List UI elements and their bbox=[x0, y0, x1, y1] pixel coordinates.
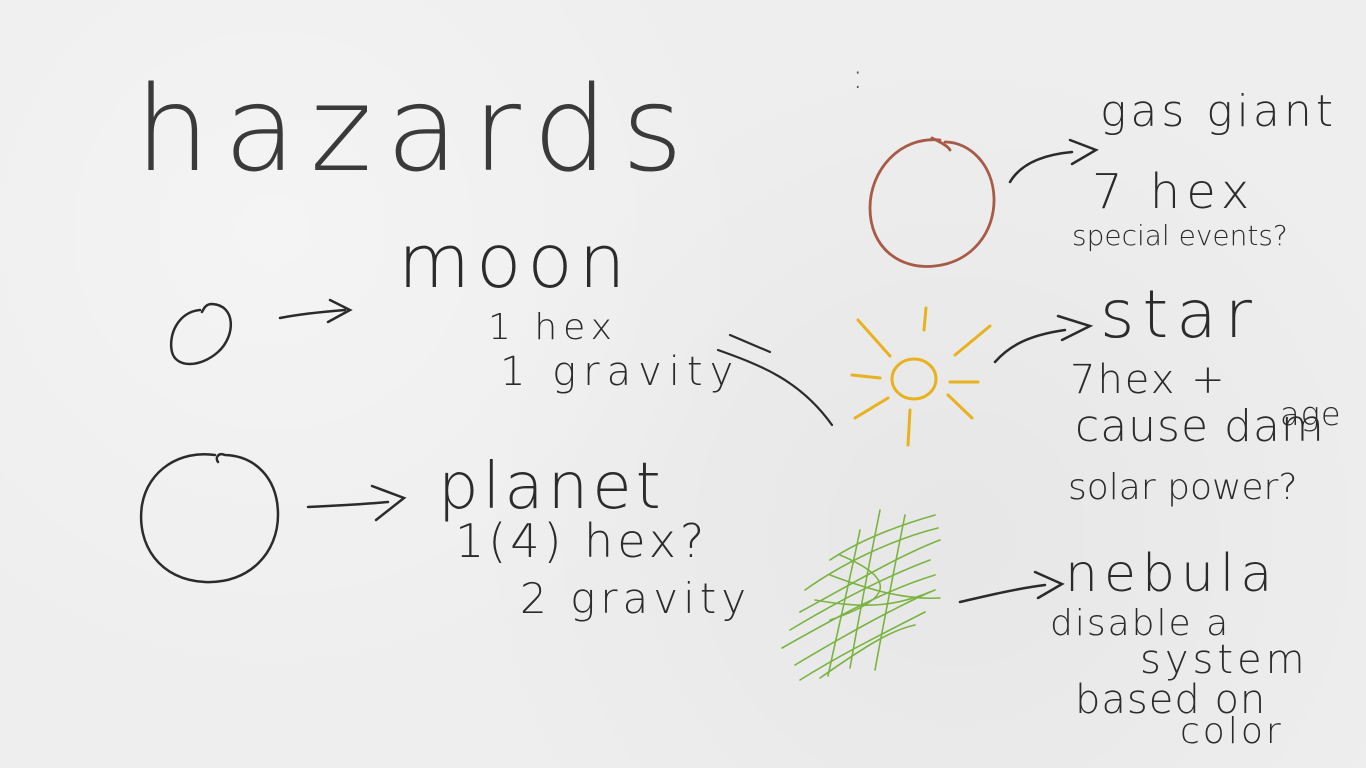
nebula-note-2: system bbox=[1140, 637, 1309, 683]
page-title: hazards bbox=[135, 60, 698, 198]
gas-giant-icon bbox=[868, 136, 996, 268]
planet-label: planet bbox=[438, 450, 665, 524]
moon-gravity: 1 gravity bbox=[500, 349, 741, 395]
arrow-icon bbox=[958, 570, 1065, 604]
star-note-1: cause dam bbox=[1075, 401, 1325, 452]
connector-line bbox=[716, 333, 834, 427]
moon-icon bbox=[169, 302, 233, 366]
arrow-icon bbox=[306, 484, 407, 522]
star-label: star bbox=[1100, 276, 1260, 353]
star-hex: 7hex + bbox=[1070, 357, 1227, 403]
nebula-label: nebula bbox=[1065, 544, 1279, 604]
gas-giant-label: gas giant bbox=[1100, 86, 1338, 137]
nebula-note-1: disable a bbox=[1050, 603, 1231, 644]
moon-hex: 1 hex bbox=[488, 307, 618, 348]
arrow-icon bbox=[1008, 138, 1099, 184]
star-note-1b: age bbox=[1280, 395, 1342, 433]
star-icon bbox=[850, 306, 992, 447]
arrow-icon bbox=[278, 298, 353, 324]
moon-label: moon bbox=[398, 219, 632, 305]
star-note-2: solar power? bbox=[1068, 467, 1298, 508]
title-colon: : bbox=[852, 57, 866, 97]
gas-giant-note: special events? bbox=[1072, 219, 1288, 252]
nebula-note-4: color bbox=[1180, 711, 1284, 752]
planet-gravity: 2 gravity bbox=[520, 574, 752, 623]
planet-icon bbox=[139, 453, 280, 584]
nebula-note-3: based on bbox=[1075, 677, 1267, 723]
arrow-icon bbox=[993, 314, 1094, 364]
planet-hex: 1(4) hex? bbox=[455, 514, 709, 568]
nebula-icon bbox=[781, 509, 941, 681]
gas-giant-hex: 7 hex bbox=[1092, 164, 1256, 220]
